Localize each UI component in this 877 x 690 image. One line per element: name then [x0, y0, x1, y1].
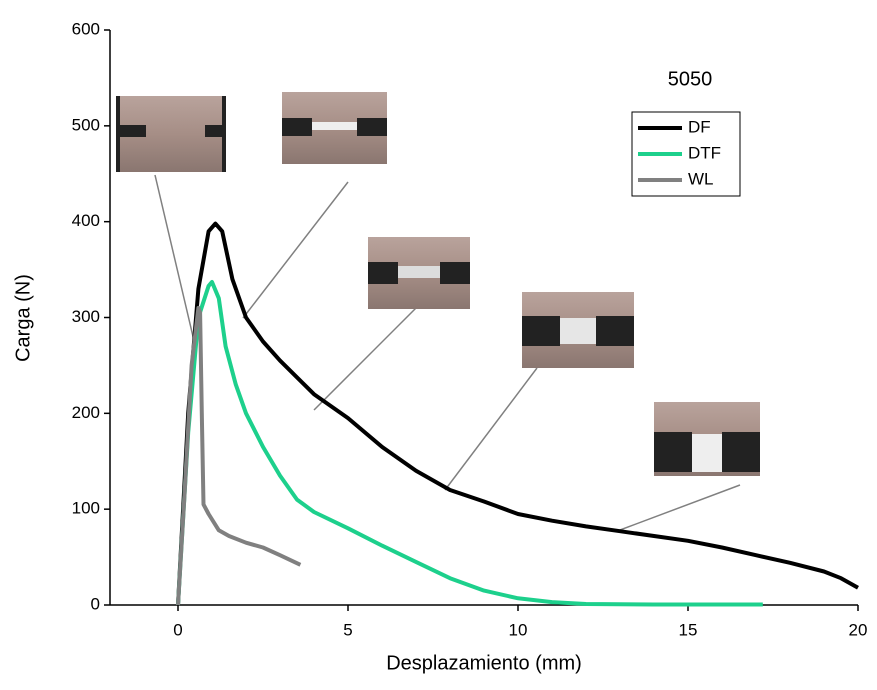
y-tick-label: 500 [72, 115, 100, 134]
y-tick-label: 600 [72, 19, 100, 38]
x-tick-label: 0 [173, 620, 182, 639]
photo [282, 92, 387, 164]
photo [654, 402, 760, 476]
photo [116, 96, 226, 172]
annotations [116, 92, 760, 531]
photo [368, 237, 470, 309]
y-axis-label: Carga (N) [12, 274, 34, 362]
y-tick-label: 400 [72, 211, 100, 230]
y-tick-label: 300 [72, 307, 100, 326]
x-tick-label: 10 [509, 620, 528, 639]
y-tick-label: 100 [72, 499, 100, 518]
y-tick-label: 0 [91, 594, 100, 613]
photo [522, 292, 634, 368]
data-line [176, 305, 302, 606]
legend-label: WL [688, 169, 714, 188]
x-tick-label: 5 [343, 620, 352, 639]
legend-label: DTF [688, 143, 721, 162]
data-line [176, 221, 859, 606]
legend-title: 5050 [668, 68, 713, 90]
x-axis-label: Desplazamiento (mm) [386, 652, 582, 674]
legend-label: DF [688, 117, 711, 136]
x-tick-label: 15 [679, 620, 698, 639]
y-tick-label: 200 [72, 403, 100, 422]
x-tick-label: 20 [849, 620, 868, 639]
data-line [176, 280, 763, 607]
